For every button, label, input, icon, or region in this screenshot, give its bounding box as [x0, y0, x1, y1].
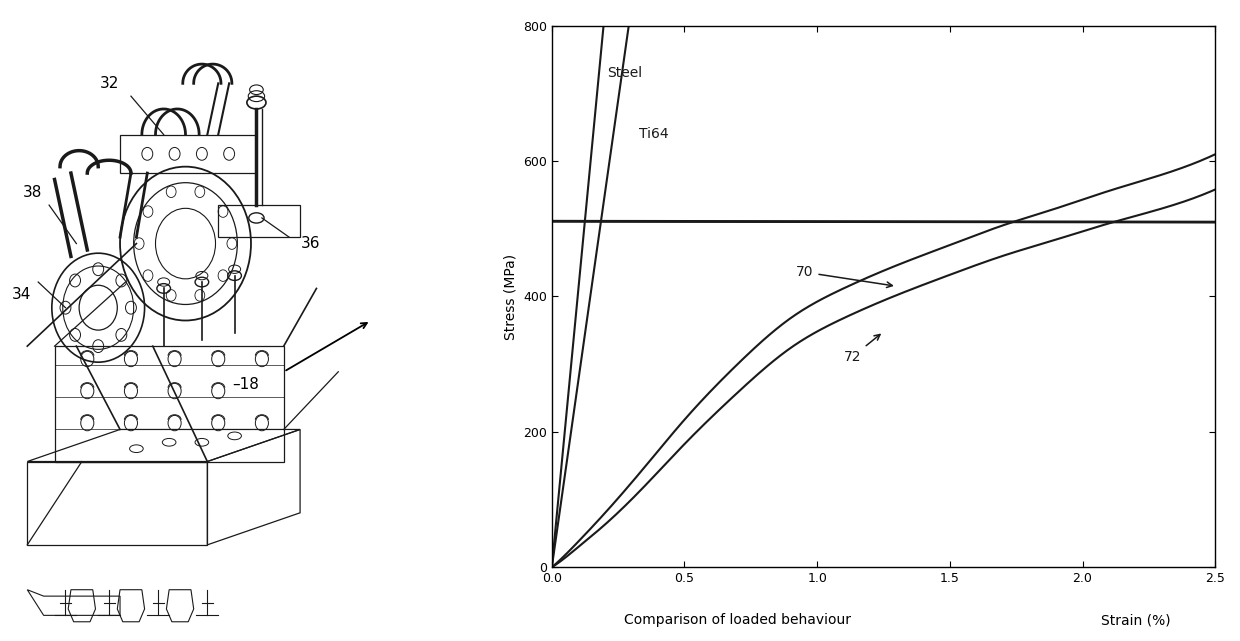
- Text: Steel: Steel: [608, 66, 642, 79]
- Text: Comparison of loaded behaviour: Comparison of loaded behaviour: [624, 613, 851, 628]
- Text: Ti64: Ti64: [640, 127, 670, 141]
- Y-axis label: Stress (MPa): Stress (MPa): [503, 253, 517, 340]
- Text: 32: 32: [99, 76, 119, 91]
- Text: –18: –18: [232, 377, 259, 392]
- Text: 36: 36: [301, 236, 321, 251]
- Text: Strain (%): Strain (%): [1101, 613, 1171, 628]
- Text: 70: 70: [796, 265, 893, 288]
- Text: 34: 34: [12, 287, 31, 303]
- Text: 38: 38: [24, 185, 42, 200]
- Text: 72: 72: [843, 335, 880, 364]
